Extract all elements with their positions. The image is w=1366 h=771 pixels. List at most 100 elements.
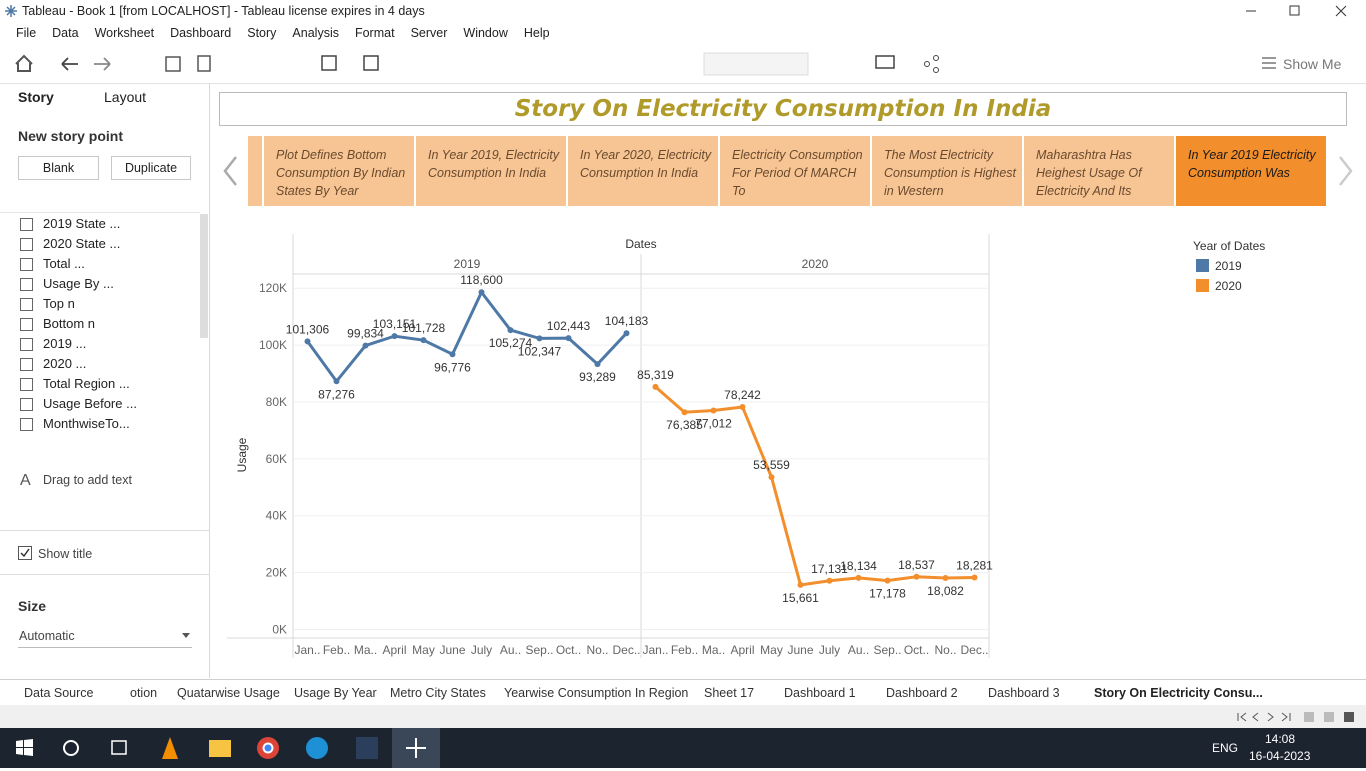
sheet-item[interactable]: 2019 ... <box>18 334 86 354</box>
legend-label[interactable]: 2019 <box>1215 259 1242 273</box>
scrollbar[interactable] <box>200 214 208 338</box>
sheet-tab[interactable]: Dashboard 1 <box>784 686 856 700</box>
data-point[interactable] <box>333 378 340 385</box>
story-point[interactable]: Maharashtra Has Heighest Usage Of Electr… <box>1024 136 1174 206</box>
data-point[interactable] <box>536 335 543 342</box>
x-tick-label: Oct.. <box>904 643 929 657</box>
sheet-tab[interactable]: Metro City States <box>390 686 486 700</box>
legend-swatch[interactable] <box>1196 259 1209 272</box>
size-value[interactable]: Automatic <box>19 629 75 643</box>
sheet-item[interactable]: Bottom n <box>18 314 95 334</box>
app-icon <box>5 5 17 17</box>
data-point[interactable] <box>971 574 978 581</box>
menu-item[interactable]: File <box>16 26 37 40</box>
story-point[interactable]: In Year 2020, Electricity Consumption In… <box>568 136 718 206</box>
story-point[interactable]: The Most Electricity Consumption is High… <box>872 136 1022 206</box>
data-point[interactable] <box>478 289 485 296</box>
value-label: 118,600 <box>460 273 503 287</box>
menu-item[interactable]: Analysis <box>292 26 339 40</box>
x-tick-label: Au.. <box>500 643 521 657</box>
sheet-tab[interactable]: Sheet 17 <box>704 686 755 700</box>
data-point[interactable] <box>826 577 833 584</box>
value-label: 87,276 <box>318 387 355 401</box>
sheet-tab[interactable]: otion <box>130 686 158 700</box>
legend-label[interactable]: 2020 <box>1215 279 1242 293</box>
data-point[interactable] <box>652 383 659 390</box>
data-point[interactable] <box>739 403 746 410</box>
menu-item[interactable]: Format <box>354 26 395 40</box>
data-point[interactable] <box>710 407 717 414</box>
data-point[interactable] <box>623 330 630 337</box>
sheet-item[interactable]: 2020 State ... <box>18 234 120 254</box>
clock-time[interactable]: 14:08 <box>1265 732 1296 746</box>
clock-date[interactable]: 16-04-2023 <box>1249 749 1311 763</box>
sheet-tab[interactable]: Usage By Year <box>294 686 377 700</box>
menu-item[interactable]: Dashboard <box>170 26 232 40</box>
data-point[interactable] <box>507 327 514 334</box>
taskbar: ENG 14:08 16-04-2023 <box>0 728 1366 768</box>
sheet-tab[interactable]: Dashboard 2 <box>886 686 958 700</box>
blank-button[interactable]: Blank <box>18 156 99 180</box>
data-point[interactable] <box>768 474 775 481</box>
data-point[interactable] <box>565 335 572 342</box>
data-point[interactable] <box>420 337 427 344</box>
drag-text[interactable]: Drag to add text <box>43 473 132 487</box>
data-point[interactable] <box>304 338 311 345</box>
menu-item[interactable]: Data <box>52 26 79 40</box>
data-point[interactable] <box>594 361 601 368</box>
data-point[interactable] <box>913 573 920 580</box>
story-point-partial[interactable] <box>248 136 262 206</box>
menu-item[interactable]: Help <box>523 26 550 40</box>
story-tab[interactable]: Story <box>18 89 54 105</box>
value-label: 18,082 <box>927 584 964 598</box>
sheet-tab[interactable]: Data Source <box>24 686 94 700</box>
sheet-item[interactable]: 2019 State ... <box>18 214 120 234</box>
show-me[interactable]: Show Me <box>1283 56 1342 72</box>
sheet-item[interactable]: Total ... <box>18 254 85 274</box>
show-title[interactable]: Show title <box>38 547 93 561</box>
story-point[interactable]: Plot Defines Bottom Consumption By India… <box>264 136 414 206</box>
x-tick-label: July <box>471 643 492 657</box>
data-point[interactable] <box>942 575 949 582</box>
sheet-tab[interactable]: Quatarwise Usage <box>177 686 280 700</box>
status-bar <box>0 705 1366 728</box>
checkbox[interactable] <box>18 546 32 560</box>
duplicate-button[interactable]: Duplicate <box>111 156 191 180</box>
x-tick-label: No.. <box>934 643 956 657</box>
data-point[interactable] <box>391 333 398 340</box>
layout-tab[interactable]: Layout <box>104 89 147 105</box>
sheet-item[interactable]: 2020 ... <box>18 354 86 374</box>
prev-arrow[interactable] <box>221 154 241 188</box>
sheet-tab[interactable]: Story On Electricity Consu... <box>1094 686 1263 700</box>
sheet-item[interactable]: MonthwiseTo... <box>18 414 130 434</box>
menu-item[interactable]: Server <box>410 26 448 40</box>
data-point[interactable] <box>681 409 688 416</box>
data-point[interactable] <box>362 342 369 349</box>
data-point[interactable] <box>855 574 862 581</box>
sheet-tab[interactable]: Yearwise Consumption In Region <box>504 686 689 700</box>
nav-controls[interactable] <box>1232 710 1362 724</box>
window-controls[interactable] <box>1238 0 1358 22</box>
story-point[interactable]: In Year 2019, Electricity Consumption In… <box>416 136 566 206</box>
data-point[interactable] <box>884 577 891 584</box>
sheet-tab[interactable]: Dashboard 3 <box>988 686 1060 700</box>
divider <box>0 530 210 531</box>
menu-item[interactable]: Window <box>463 26 508 40</box>
x-tick-label: April <box>382 643 406 657</box>
sheet-item[interactable]: Usage By ... <box>18 274 114 294</box>
sheet-item[interactable]: Usage Before ... <box>18 394 137 414</box>
story-point[interactable]: Electricity Consumption For Period Of MA… <box>720 136 870 206</box>
data-point[interactable] <box>797 581 804 588</box>
value-label: 17,131 <box>811 562 848 576</box>
next-arrow[interactable] <box>1335 154 1355 188</box>
menu-item[interactable]: Worksheet <box>94 26 155 40</box>
story-point[interactable]: In Year 2019 Electricity Consumption Was <box>1176 136 1326 206</box>
data-point[interactable] <box>449 351 456 358</box>
sheet-item[interactable]: Top n <box>18 294 75 314</box>
menu-item[interactable]: Story <box>247 26 277 40</box>
dropdown-arrow[interactable] <box>182 633 192 639</box>
legend-swatch[interactable] <box>1196 279 1209 292</box>
sheet-item[interactable]: Total Region ... <box>18 374 130 394</box>
language[interactable]: ENG <box>1212 741 1239 755</box>
legend-title: Year of Dates <box>1193 239 1265 253</box>
